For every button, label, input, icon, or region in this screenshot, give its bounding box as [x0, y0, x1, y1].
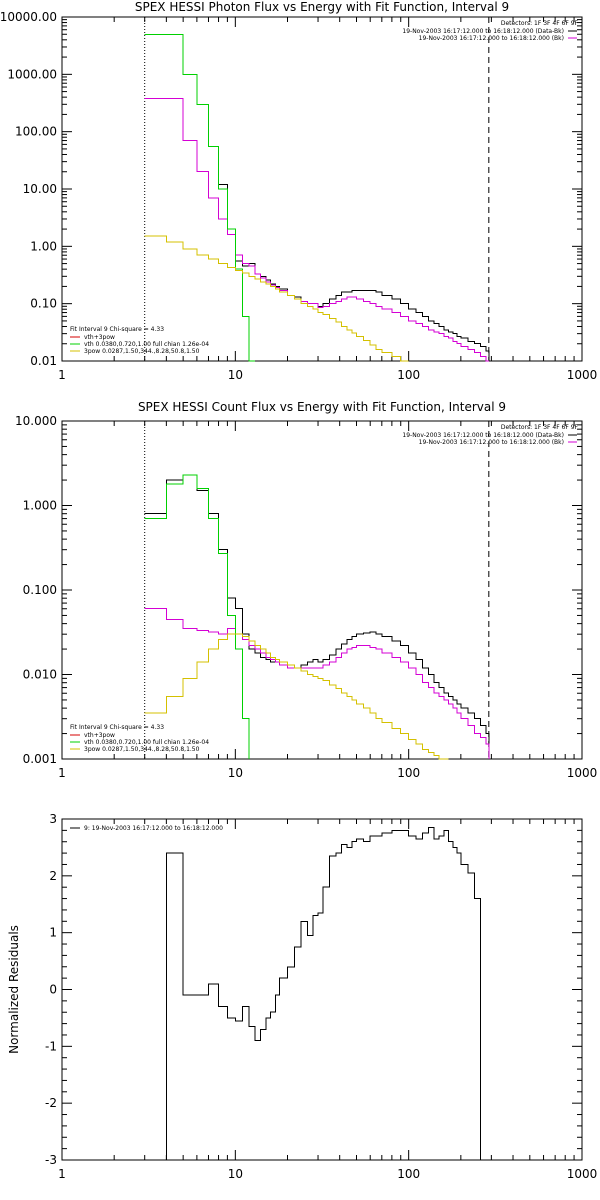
legend-left-header: Fit Interval 9 Chi-square = 4.33	[70, 326, 164, 333]
legend-left-label: vth 0.0380,0.720,1.00 full chian 1.26e-0…	[84, 341, 209, 348]
y-tick-label: 10.00	[23, 182, 57, 196]
x-tick-label: 100	[397, 368, 420, 382]
x-tick-label: 10	[228, 1167, 243, 1181]
y-tick-label: 100.00	[15, 125, 57, 139]
y-tick-label: -1	[45, 1039, 57, 1053]
x-tick-label: 100	[397, 766, 420, 780]
legend-right-label: 19-Nov-2003 16:17:12.000 to 16:18:12.000…	[402, 432, 564, 439]
y-tick-label: 10000.00	[0, 10, 57, 24]
legend-right-label: 19-Nov-2003 16:17:12.000 to 16:18:12.000…	[419, 35, 564, 42]
y-tick-label: 0.001	[23, 752, 57, 766]
series-2-line	[144, 97, 489, 362]
x-tick-label: 10	[228, 766, 243, 780]
plot-frame	[61, 420, 583, 760]
x-tick-label: 1	[58, 368, 66, 382]
series-2-line	[144, 608, 490, 759]
x-tick-label: 100	[397, 1167, 420, 1181]
series-1-line	[144, 827, 489, 1161]
legend-left-header: Fit Interval 9 Chi-square = 4.33	[70, 724, 164, 731]
count-flux-chart: SPEX HESSI Count Flux vs Energy with Fit…	[15, 400, 598, 780]
x-tick-label: 1	[58, 766, 66, 780]
chart-title: SPEX HESSI Count Flux vs Energy with Fit…	[138, 400, 506, 414]
legend-left-label: 3pow 0.0287,1.50,344.,8.28,50.8,1.50	[84, 746, 200, 753]
series-3-line	[144, 33, 256, 362]
legend-left-label: 3pow 0.0287,1.50,344.,8.28,50.8,1.50	[84, 348, 200, 355]
photon-flux-chart: SPEX HESSI Photon Flux vs Energy with Fi…	[0, 0, 598, 382]
y-tick-label: 1	[49, 926, 57, 940]
y-tick-label: 10.000	[15, 414, 57, 428]
y-tick-label: 0.01	[30, 354, 57, 368]
y-tick-label: 0	[49, 983, 57, 997]
plot-frame	[61, 818, 583, 1161]
y-tick-label: 1.000	[23, 499, 57, 513]
plot-frame	[61, 16, 583, 362]
y-tick-label: 0.010	[23, 668, 57, 682]
y-tick-label: 0.100	[23, 583, 57, 597]
legend-left-label: vth+3pow	[84, 732, 115, 739]
legend-left-label: vth+3pow	[84, 334, 115, 341]
x-tick-label: 10	[228, 368, 243, 382]
legend-right-label: 19-Nov-2003 16:17:12.000 to 16:18:12.000…	[402, 28, 564, 35]
y-tick-label: 1.00	[30, 239, 57, 253]
legend-left-label: 9: 19-Nov-2003 16:17:12.000 to 16:18:12.…	[84, 825, 223, 832]
y-tick-label: 1000.00	[7, 67, 57, 81]
chart-title: SPEX HESSI Photon Flux vs Energy with Fi…	[135, 0, 509, 14]
y-tick-label: 3	[49, 812, 57, 826]
y-axis-label: Normalized Residuals	[7, 925, 21, 1054]
legend-right-header: Detectors: 1F 3F 4F 6F 9F	[501, 20, 579, 27]
y-tick-label: 2	[49, 869, 57, 883]
legend-left-label: vth 0.0380,0.720,1.00 full chian 1.26e-0…	[84, 739, 209, 746]
series-1-line	[144, 474, 490, 759]
legend-right-label: 19-Nov-2003 16:17:12.000 to 16:18:12.000…	[419, 439, 564, 446]
y-tick-label: 0.10	[30, 297, 57, 311]
x-tick-label: 1000	[567, 368, 598, 382]
y-tick-label: -2	[45, 1096, 57, 1110]
y-tick-label: -3	[45, 1153, 57, 1167]
series-4-line	[144, 235, 409, 362]
x-tick-label: 1000	[567, 1167, 598, 1181]
series-1-line	[144, 33, 490, 361]
x-tick-label: 1	[58, 1167, 66, 1181]
x-tick-label: 1000	[567, 766, 598, 780]
legend-right-header: Detectors: 1F 3F 4F 6F 9F	[501, 424, 579, 431]
residuals-chart: Normalized Residuals 1 10 100 1000 -3 -2 -1 0 1 2 3…	[7, 812, 598, 1181]
series-4-line	[144, 633, 449, 760]
series-3-line	[144, 474, 250, 759]
